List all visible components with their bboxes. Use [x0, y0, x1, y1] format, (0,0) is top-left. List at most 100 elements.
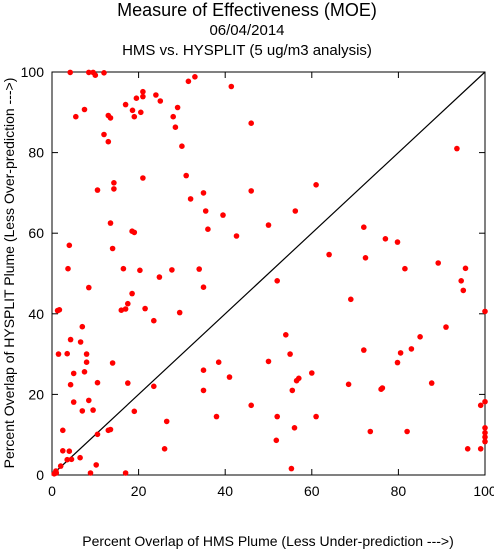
data-point — [57, 463, 64, 469]
data-point — [200, 190, 207, 196]
data-point — [83, 359, 90, 366]
data-point — [408, 346, 415, 352]
data-point — [77, 339, 84, 345]
y-tick-label: 60 — [28, 225, 44, 241]
data-point — [133, 95, 140, 101]
data-point — [477, 446, 484, 452]
data-point — [86, 284, 92, 291]
x-tick-label: 100 — [473, 483, 494, 499]
data-point — [309, 370, 315, 376]
data-point — [67, 336, 74, 343]
data-point — [60, 448, 66, 454]
data-point — [153, 92, 159, 98]
data-point — [482, 438, 488, 445]
data-point — [200, 284, 207, 291]
data-point — [122, 101, 129, 108]
data-point — [55, 351, 62, 357]
data-point — [60, 427, 66, 434]
data-point — [170, 113, 176, 120]
data-point — [265, 358, 272, 365]
data-point — [151, 383, 157, 390]
data-point — [92, 72, 99, 78]
data-point — [161, 446, 168, 452]
data-point — [79, 408, 86, 414]
chart-subtitle-date: 06/04/2014 — [209, 22, 285, 39]
data-point — [169, 267, 175, 273]
data-point — [200, 367, 207, 374]
x-tick-label: 20 — [131, 483, 147, 499]
x-tick-label: 80 — [391, 483, 407, 499]
data-point — [109, 360, 116, 366]
data-point — [248, 402, 254, 409]
data-point — [402, 265, 408, 272]
data-point — [313, 413, 319, 420]
data-point — [185, 78, 192, 85]
data-point — [283, 332, 289, 338]
y-tick-label: 100 — [21, 64, 45, 80]
data-point — [205, 226, 211, 232]
reference-diagonal-line — [51, 71, 486, 476]
data-point — [202, 208, 209, 214]
data-point — [156, 274, 163, 280]
data-point — [90, 407, 96, 413]
data-point — [174, 104, 181, 111]
data-point — [361, 224, 367, 230]
data-point — [101, 131, 107, 138]
data-point — [220, 212, 226, 218]
data-point — [131, 229, 138, 236]
data-point — [70, 370, 77, 377]
data-point — [348, 296, 354, 303]
data-point — [417, 334, 423, 340]
data-point — [382, 236, 389, 242]
data-point — [287, 351, 293, 357]
data-point — [86, 397, 92, 404]
data-point — [56, 307, 63, 313]
data-point — [73, 113, 79, 120]
y-tick-label: 80 — [28, 145, 44, 161]
data-point — [274, 413, 281, 420]
data-point — [111, 180, 117, 186]
data-point — [228, 83, 235, 90]
data-point — [122, 306, 129, 312]
data-point — [454, 145, 460, 152]
y-tick-label: 20 — [28, 386, 44, 402]
data-point — [248, 188, 254, 194]
data-point — [460, 287, 467, 294]
data-point — [67, 69, 73, 76]
data-point — [94, 379, 101, 386]
data-point — [111, 186, 117, 192]
data-point — [176, 309, 183, 316]
data-point — [157, 98, 164, 104]
x-tick-label: 60 — [304, 483, 320, 499]
data-point — [326, 251, 332, 258]
data-point — [125, 300, 131, 307]
data-point — [81, 106, 88, 113]
data-point — [274, 278, 281, 284]
data-point — [265, 222, 272, 228]
data-point — [129, 290, 135, 297]
data-point — [131, 113, 138, 120]
data-point — [93, 462, 99, 468]
x-tick-label: 40 — [217, 483, 233, 499]
data-point — [293, 377, 300, 384]
data-point — [288, 465, 295, 472]
data-point — [291, 425, 298, 431]
data-points — [51, 69, 488, 477]
data-point — [101, 70, 107, 76]
data-point — [94, 187, 101, 193]
data-point — [140, 175, 146, 181]
data-point — [482, 398, 488, 405]
y-tick-label: 0 — [36, 467, 44, 483]
data-point — [394, 239, 401, 245]
data-point — [109, 245, 116, 252]
data-point — [292, 208, 299, 214]
data-point — [107, 220, 114, 226]
data-point — [118, 307, 125, 314]
data-point — [462, 265, 469, 272]
data-point — [435, 260, 442, 266]
data-point — [404, 428, 410, 435]
data-point — [68, 456, 75, 463]
data-point — [120, 265, 127, 272]
data-point — [397, 350, 404, 356]
data-point — [379, 385, 386, 391]
